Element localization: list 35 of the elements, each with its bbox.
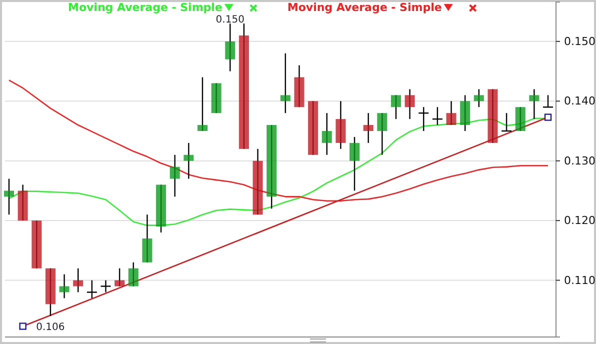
- candlestick: [100, 280, 111, 293]
- candlestick: [390, 94, 401, 120]
- candlestick: [128, 262, 138, 287]
- candlestick: [474, 88, 484, 108]
- candlestick: [142, 214, 152, 263]
- legend-label: Moving Average - Simple: [287, 1, 442, 14]
- line-series: [8, 80, 549, 202]
- legend-label: Moving Average - Simple: [68, 1, 222, 14]
- candlestick: [515, 106, 526, 132]
- y-tick-label: 0.140: [564, 94, 596, 108]
- candlestick: [377, 112, 388, 156]
- candlestick: [460, 94, 470, 132]
- candlestick: [446, 100, 456, 126]
- annotation: 0.106: [36, 322, 65, 334]
- y-tick-label: 0.110: [564, 274, 596, 287]
- candlestick: [86, 280, 97, 299]
- candlestick: [4, 178, 14, 216]
- candlestick: [184, 142, 194, 180]
- y-tick-label: 0.130: [564, 154, 596, 168]
- candlestick: [59, 274, 70, 299]
- candlestick: [114, 268, 125, 287]
- y-tick-label: 0.150: [564, 34, 596, 48]
- candlestick: [322, 112, 332, 156]
- candlestick: [336, 100, 346, 150]
- candlestick: [363, 112, 374, 144]
- annotation: 0.150: [216, 14, 244, 26]
- y-tick-label: 0.120: [564, 214, 596, 228]
- candlestick: [404, 88, 415, 120]
- candlestick: [529, 88, 540, 120]
- candlestick: [197, 76, 208, 132]
- candlestick: [225, 22, 236, 72]
- candlestick: [73, 268, 84, 293]
- candlestick: [350, 136, 360, 192]
- candlestick: [280, 52, 290, 114]
- candlestick: [170, 154, 180, 198]
